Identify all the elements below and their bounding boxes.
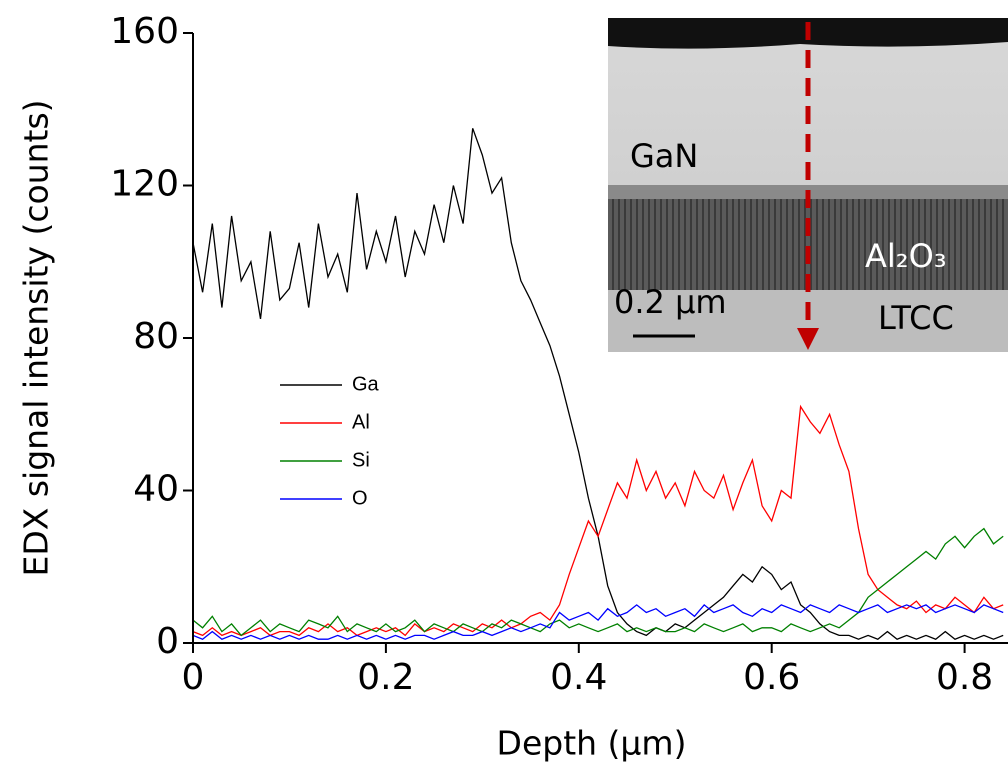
x-axis-label: Depth (μm) xyxy=(497,724,687,763)
x-tick-label: 0.8 xyxy=(936,657,993,698)
data-line xyxy=(192,604,1004,640)
x-tick-label: 0.6 xyxy=(743,657,800,698)
inset-label: LTCC xyxy=(878,299,954,337)
y-tick-label: 160 xyxy=(110,11,179,52)
plot-area: 0 40 80 120 160 0 0.2 0.4 0.6 0.8 Depth (μm) EDX si… xyxy=(17,11,1008,763)
x-tick-label: 0.4 xyxy=(550,657,607,698)
y-tick-label: 0 xyxy=(156,621,179,662)
legend-label: Si xyxy=(352,449,370,471)
data-line xyxy=(192,527,1004,637)
scan-arrowhead xyxy=(797,328,819,350)
legend-label: Al xyxy=(352,411,370,433)
inset-label: GaN xyxy=(630,137,698,175)
y-tick-label: 40 xyxy=(133,469,179,510)
legend-label: Ga xyxy=(352,373,380,395)
inset-scale-label: 0.2 μm xyxy=(614,283,727,321)
x-tick-label: 0.2 xyxy=(357,657,414,698)
inset-label: Al₂O₃ xyxy=(865,237,947,275)
y-axis-label: EDX signal intensity (counts) xyxy=(17,99,56,576)
legend-label: O xyxy=(352,487,368,509)
y-tick-label: 120 xyxy=(110,164,179,205)
inset-image: GaN Al₂O₃ LTCC 0.2 μm xyxy=(608,18,1008,352)
x-tick-label: 0 xyxy=(182,657,205,698)
y-tick-label: 80 xyxy=(133,316,179,357)
data-line xyxy=(192,404,1004,637)
